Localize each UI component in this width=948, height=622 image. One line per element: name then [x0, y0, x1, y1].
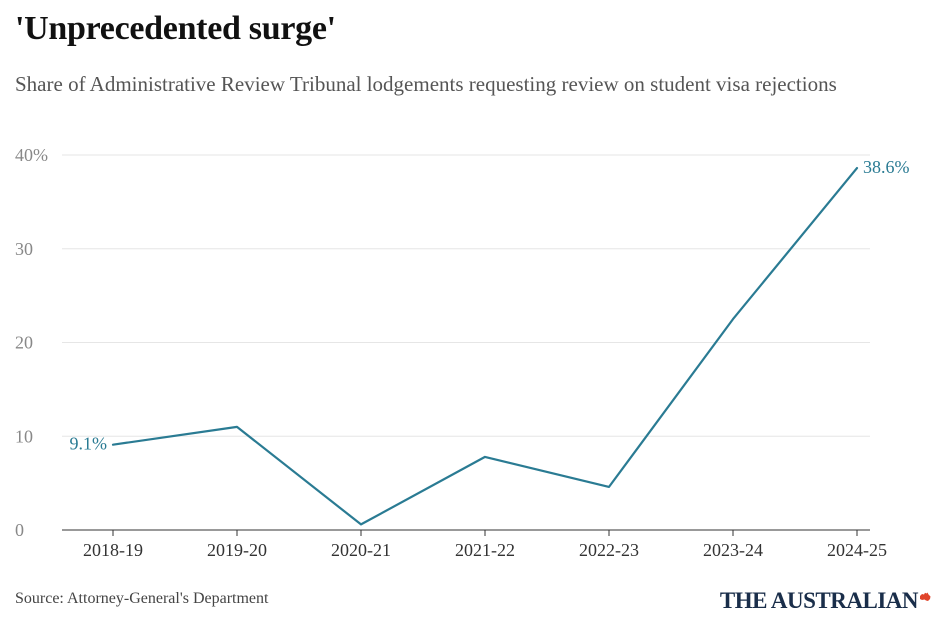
x-tick-label: 2024-25 — [827, 540, 887, 560]
x-tick-label: 2023-24 — [703, 540, 763, 560]
y-tick-label: 10 — [15, 426, 33, 446]
y-tick-label: 40% — [15, 145, 48, 165]
data-label: 9.1% — [70, 434, 108, 454]
chart-subtitle: Share of Administrative Review Tribunal … — [15, 72, 837, 96]
x-tick-label: 2022-23 — [579, 540, 639, 560]
x-tick-label: 2018-19 — [83, 540, 143, 560]
y-tick-label: 0 — [15, 520, 24, 540]
australia-map-icon — [920, 592, 931, 601]
y-tick-label: 20 — [15, 333, 33, 353]
x-tick-label: 2021-22 — [455, 540, 515, 560]
data-label: 38.6% — [863, 157, 910, 177]
x-tick-label: 2020-21 — [331, 540, 391, 560]
x-tick-label: 2019-20 — [207, 540, 267, 560]
chart-title: 'Unprecedented surge' — [15, 10, 336, 47]
publisher-logo: THE AUSTRALIAN — [719, 588, 919, 613]
series-line — [111, 167, 859, 526]
y-tick-label: 30 — [15, 239, 33, 259]
source-note: Source: Attorney-General's Department — [15, 590, 269, 607]
